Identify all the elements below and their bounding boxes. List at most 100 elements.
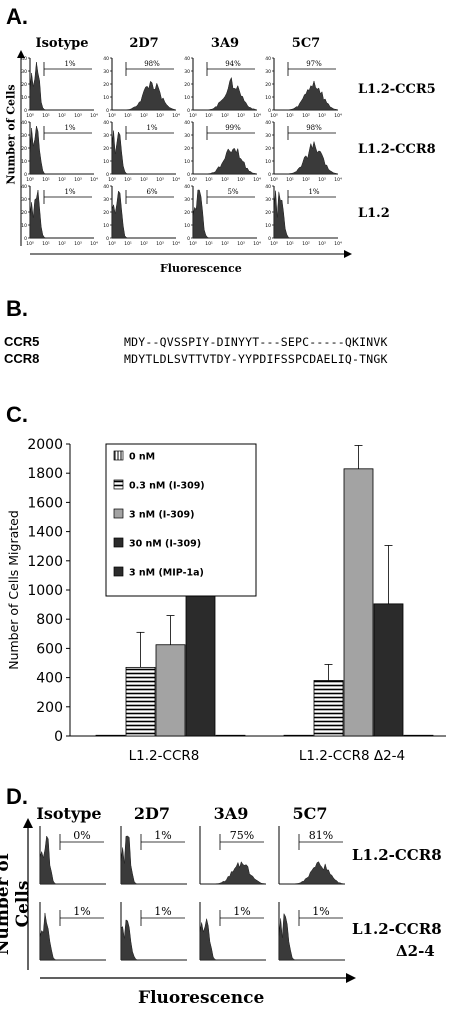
y-axis-arrowhead xyxy=(23,818,33,828)
x-tick-label: 10² xyxy=(221,177,229,183)
histogram xyxy=(120,835,187,885)
bar xyxy=(283,734,314,737)
legend-swatch xyxy=(113,566,124,577)
y-tick-label: 0 xyxy=(106,172,109,178)
y-tick-label: 10 xyxy=(21,95,27,101)
histogram xyxy=(273,190,338,239)
y-tick-label: 20 xyxy=(184,146,190,152)
y-tick-label: 0 xyxy=(54,729,63,745)
x-tick-label: 10³ xyxy=(156,241,164,247)
legend-label: 0.3 nM (I-309) xyxy=(129,481,205,492)
gate-percent: 98% xyxy=(306,124,322,132)
y-tick-label: 10 xyxy=(21,159,27,165)
legend-swatch xyxy=(113,537,124,548)
histogram xyxy=(111,130,176,175)
ccr8-sequence: MDYTLDLSVTTVTDY-YYPDIFSSPCDAELIQ-TNGK xyxy=(124,352,388,366)
panel-b-letter: B. xyxy=(6,296,28,321)
x-tick-label: 10¹ xyxy=(205,177,213,183)
y-tick-label: 20 xyxy=(103,82,109,88)
y-tick-label: 0 xyxy=(187,236,190,242)
histogram xyxy=(29,189,94,239)
panel-c-letter: C. xyxy=(6,402,28,427)
legend-label: 30 nM (I-309) xyxy=(129,539,201,550)
x-tick-label: 10⁴ xyxy=(253,241,261,247)
gate-percent: 1% xyxy=(233,905,250,918)
panel-d-row-label-sub: Δ2-4 xyxy=(396,942,435,960)
x-tick-label: 10⁰ xyxy=(26,241,34,247)
y-tick-label: 1000 xyxy=(27,583,63,599)
bar xyxy=(155,644,186,737)
y-tick-label: 40 xyxy=(103,184,109,190)
y-axis-label: Number of Cells Migrated xyxy=(6,510,21,670)
y-tick-label: 0 xyxy=(106,108,109,114)
y-tick-label: 0 xyxy=(24,108,27,114)
y-tick-label: 10 xyxy=(184,223,190,229)
x-tick-label: 10³ xyxy=(237,113,245,119)
y-tick-label: 0 xyxy=(24,172,27,178)
x-axis-arrowhead xyxy=(344,250,352,258)
y-tick-label: 10 xyxy=(103,95,109,101)
gate-percent: 1% xyxy=(154,905,171,918)
gate-percent: 1% xyxy=(312,905,329,918)
histogram xyxy=(39,835,106,885)
y-tick-label: 30 xyxy=(103,133,109,139)
x-axis-arrowhead xyxy=(346,973,356,983)
x-tick-label: 10³ xyxy=(156,177,164,183)
gate-percent: 75% xyxy=(230,829,254,842)
histogram xyxy=(278,912,345,961)
histogram xyxy=(278,861,346,885)
x-tick-label: 10² xyxy=(58,241,66,247)
x-tick-label: 10² xyxy=(302,241,310,247)
legend-box xyxy=(105,443,257,597)
histogram xyxy=(111,80,177,111)
x-tick-label: 10⁴ xyxy=(90,241,98,247)
x-tick-label: 10² xyxy=(302,177,310,183)
x-tick-label: 10² xyxy=(140,177,148,183)
x-tick-label: 10⁴ xyxy=(334,177,342,183)
histogram xyxy=(29,61,94,111)
y-tick-label: 40 xyxy=(21,184,27,190)
x-tick-label: 10¹ xyxy=(286,241,294,247)
y-tick-label: 20 xyxy=(265,82,271,88)
panel-a-column-title: Isotype xyxy=(35,36,89,51)
y-tick-label: 20 xyxy=(184,82,190,88)
x-tick-label: 10⁴ xyxy=(253,177,261,183)
panel-d-row-label: L1.2-CCR8 xyxy=(352,846,442,864)
x-tick-label: 10⁰ xyxy=(189,113,197,119)
panel-a-column-title: 5C7 xyxy=(291,36,321,51)
histogram xyxy=(199,861,267,885)
x-category-label: L1.2-CCR8 Δ2-4 xyxy=(299,748,405,764)
panel-a-column-title: 3A9 xyxy=(210,36,240,51)
y-tick-label: 1600 xyxy=(27,495,63,511)
x-tick-label: 10⁴ xyxy=(334,241,342,247)
y-tick-label: 10 xyxy=(103,159,109,165)
x-tick-label: 10³ xyxy=(156,113,164,119)
histogram xyxy=(192,189,257,239)
y-tick-label: 30 xyxy=(184,197,190,203)
x-tick-label: 10³ xyxy=(74,241,82,247)
y-tick-label: 30 xyxy=(103,197,109,203)
y-tick-label: 20 xyxy=(103,210,109,216)
x-tick-label: 10² xyxy=(58,113,66,119)
y-tick-label: 0 xyxy=(24,236,27,242)
panel-d-column-title: 5C7 xyxy=(292,804,328,823)
y-tick-label: 10 xyxy=(265,159,271,165)
x-tick-label: 10⁴ xyxy=(90,113,98,119)
x-tick-label: 10³ xyxy=(237,177,245,183)
legend-label: 3 nM (I-309) xyxy=(129,510,194,521)
y-tick-label: 20 xyxy=(184,210,190,216)
y-tick-label: 1200 xyxy=(27,554,63,570)
x-tick-label: 10⁰ xyxy=(270,177,278,183)
histogram xyxy=(274,141,339,175)
x-tick-label: 10¹ xyxy=(124,241,132,247)
gate-percent: 1% xyxy=(73,905,90,918)
y-tick-label: 40 xyxy=(265,120,271,126)
y-tick-label: 10 xyxy=(265,223,271,229)
y-tick-label: 30 xyxy=(21,69,27,75)
x-tick-label: 10⁰ xyxy=(26,177,34,183)
panel-d-x-axis-label: Fluorescence xyxy=(138,988,265,1008)
y-tick-label: 20 xyxy=(265,210,271,216)
gate-percent: 1% xyxy=(308,188,319,196)
legend-swatch xyxy=(113,508,124,519)
gate-percent: 98% xyxy=(144,60,160,68)
